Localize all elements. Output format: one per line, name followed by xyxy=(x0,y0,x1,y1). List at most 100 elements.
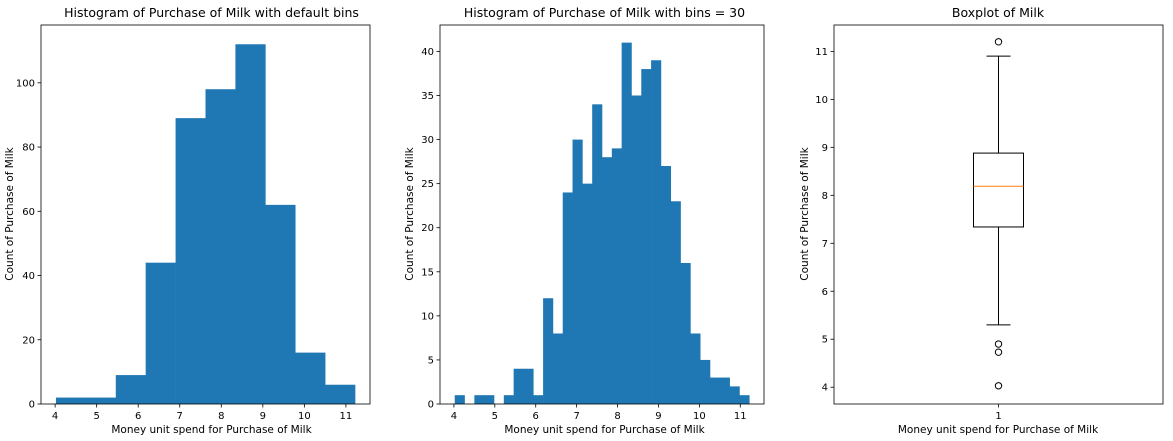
plot-frame xyxy=(833,24,1164,405)
x-axis-label: Money unit spend for Purchase of Milk xyxy=(111,424,312,436)
histogram-30-bins-panel: Histogram of Purchase of Milk with bins … xyxy=(404,5,765,436)
boxplot xyxy=(973,38,1024,390)
boxplot-panel: Boxplot of Milk Money unit spend for Pur… xyxy=(799,5,1164,436)
x-tick-label: 4 xyxy=(52,411,58,422)
x-tick-label: 7 xyxy=(573,411,579,422)
histogram-bar xyxy=(552,333,564,404)
x-tick-label: 11 xyxy=(734,411,747,422)
y-tick-label: 15 xyxy=(421,267,434,278)
x-tick-label: 5 xyxy=(492,411,498,422)
x-tick-label: 10 xyxy=(298,411,311,422)
histogram-bar xyxy=(523,368,534,404)
y-tick-label: 10 xyxy=(421,311,434,322)
histogram-bar xyxy=(710,377,721,404)
histogram-bar xyxy=(572,139,583,404)
histogram-bar xyxy=(729,386,740,404)
y-tick-label: 25 xyxy=(421,179,434,190)
histogram-bar xyxy=(621,42,632,405)
x-tick-label: 5 xyxy=(93,411,99,422)
outlier-point xyxy=(994,38,1003,46)
histogram-bar xyxy=(533,395,544,404)
histogram-bar xyxy=(265,204,296,404)
histogram-bar xyxy=(641,69,652,405)
x-tick-label: 6 xyxy=(533,411,539,422)
histogram-bar xyxy=(295,352,326,404)
histogram-bar xyxy=(651,60,662,405)
y-tick-label: 35 xyxy=(421,91,434,102)
x-tick-label: 11 xyxy=(340,411,353,422)
outlier-point xyxy=(994,340,1003,348)
histogram-bar xyxy=(85,397,117,404)
bars xyxy=(55,44,356,405)
y-axis-label: Count of Purchase of Milk xyxy=(4,146,16,280)
y-tick-label: 5 xyxy=(822,335,828,346)
y-tick-label: 0 xyxy=(428,400,434,411)
histogram-bar xyxy=(235,44,266,405)
x-tick-label: 8 xyxy=(218,411,224,422)
chart-title: Boxplot of Milk xyxy=(952,5,1045,20)
plot-frame xyxy=(40,24,371,405)
histogram-bar xyxy=(680,262,691,404)
histogram-bar xyxy=(484,395,495,404)
y-tick-label: 20 xyxy=(22,335,35,346)
histogram-bar xyxy=(719,377,730,404)
x-tick-label: 7 xyxy=(177,411,183,422)
y-tick-label: 4 xyxy=(822,383,828,394)
histogram-bar xyxy=(513,368,524,404)
y-tick-label: 10 xyxy=(815,95,828,106)
y-tick-label: 0 xyxy=(29,400,35,411)
histogram-bar xyxy=(690,333,701,404)
histogram-bar xyxy=(582,183,593,404)
y-tick-label: 8 xyxy=(822,191,828,202)
histogram-bar xyxy=(739,395,750,404)
chart-title: Histogram of Purchase of Milk with bins … xyxy=(464,5,745,20)
bars xyxy=(454,42,750,405)
histogram-bar xyxy=(631,95,642,404)
histogram-bar xyxy=(115,375,146,404)
x-axis-label: Money unit spend for Purchase of Milk xyxy=(898,424,1099,436)
y-tick-label: 40 xyxy=(22,271,35,282)
chart-title: Histogram of Purchase of Milk with defau… xyxy=(64,5,359,20)
y-tick-label: 11 xyxy=(815,47,828,58)
histogram-bar xyxy=(474,395,485,404)
histogram-bar xyxy=(592,104,603,404)
histogram-bar xyxy=(543,298,554,404)
histogram-bar xyxy=(454,395,465,404)
y-tick-label: 20 xyxy=(421,223,434,234)
histogram-bar xyxy=(700,359,711,404)
x-tick-label: 1 xyxy=(995,411,1001,422)
y-tick-label: 80 xyxy=(22,143,35,154)
x-tick-label: 6 xyxy=(135,411,141,422)
histogram-bar xyxy=(602,157,613,404)
y-axis-label: Count of Purchase of Milk xyxy=(799,146,811,280)
histogram-bar xyxy=(611,148,622,404)
plot-frame xyxy=(439,24,765,405)
y-tick-label: 6 xyxy=(822,287,828,298)
y-tick-label: 60 xyxy=(22,207,35,218)
histogram-bar xyxy=(503,395,514,404)
histogram-default-bins-panel: Histogram of Purchase of Milk with defau… xyxy=(4,5,371,436)
x-tick-label: 9 xyxy=(260,411,266,422)
box-iqr xyxy=(973,152,1024,228)
histogram-bar xyxy=(145,262,176,404)
x-tick-label: 4 xyxy=(451,411,457,422)
outlier-point xyxy=(994,348,1003,356)
histogram-bar xyxy=(325,384,356,404)
histogram-bar xyxy=(175,118,206,404)
y-tick-label: 30 xyxy=(421,135,434,146)
x-tick-label: 8 xyxy=(614,411,620,422)
x-tick-label: 10 xyxy=(693,411,706,422)
y-tick-label: 100 xyxy=(16,78,35,89)
x-axis-label: Money unit spend for Purchase of Milk xyxy=(504,424,705,436)
histogram-bar xyxy=(562,192,573,404)
y-tick-label: 9 xyxy=(822,143,828,154)
y-tick-label: 7 xyxy=(822,239,828,250)
outlier-point xyxy=(994,382,1003,390)
histogram-bar xyxy=(55,397,87,404)
histogram-bar xyxy=(660,166,672,404)
y-tick-label: 40 xyxy=(421,47,434,58)
x-tick-label: 9 xyxy=(655,411,661,422)
y-axis-label: Count of Purchase of Milk xyxy=(404,146,416,280)
histogram-bar xyxy=(670,201,681,404)
